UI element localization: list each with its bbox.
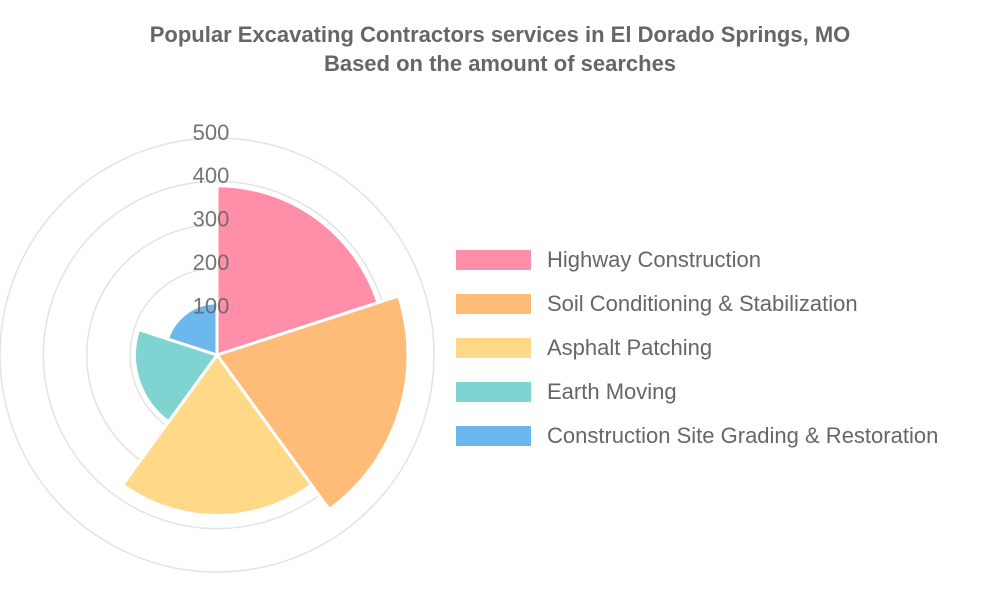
tick-label-100: 100 [193,293,230,318]
slice-highway-construction[interactable] [215,184,380,357]
tick-label-500: 500 [193,120,230,145]
legend-item[interactable]: Highway Construction [456,238,938,282]
tick-label-200: 200 [193,250,230,275]
legend-item[interactable]: Construction Site Grading & Restoration [456,414,938,458]
grid-ring-500 [0,137,435,573]
tick-label-400: 400 [193,163,230,188]
legend-label: Soil Conditioning & Stabilization [547,291,858,316]
legend-item[interactable]: Asphalt Patching [456,326,938,370]
chart-title-block: Popular Excavating Contractors services … [0,20,1000,78]
legend: Highway Construction Soil Conditioning & … [456,238,938,458]
legend-swatch [456,382,531,402]
legend-label: Construction Site Grading & Restoration [547,423,939,448]
legend-swatch [456,294,531,314]
legend-item[interactable]: Soil Conditioning & Stabilization [456,282,938,326]
legend-swatch [456,338,531,358]
legend-label: Asphalt Patching [547,335,713,360]
legend-item[interactable]: Earth Moving [456,370,938,414]
legend-swatch [456,426,531,446]
legend-swatch [456,250,531,270]
slice-earth-moving[interactable] [133,328,219,424]
slice-asphalt-patching[interactable] [121,353,313,518]
slice-soil-conditioning-stabilization[interactable] [215,294,410,511]
chart-subtitle: Based on the amount of searches [323,51,677,76]
slice-construction-site-grading-restoration[interactable] [165,301,219,357]
chart-title: Popular Excavating Contractors services … [149,22,851,47]
legend-label: Highway Construction [547,247,761,272]
radial-tick-labels: 100 200 300 400 500 [193,120,230,319]
legend-label: Earth Moving [547,379,677,404]
tick-label-300: 300 [193,207,230,232]
slices [121,184,410,518]
